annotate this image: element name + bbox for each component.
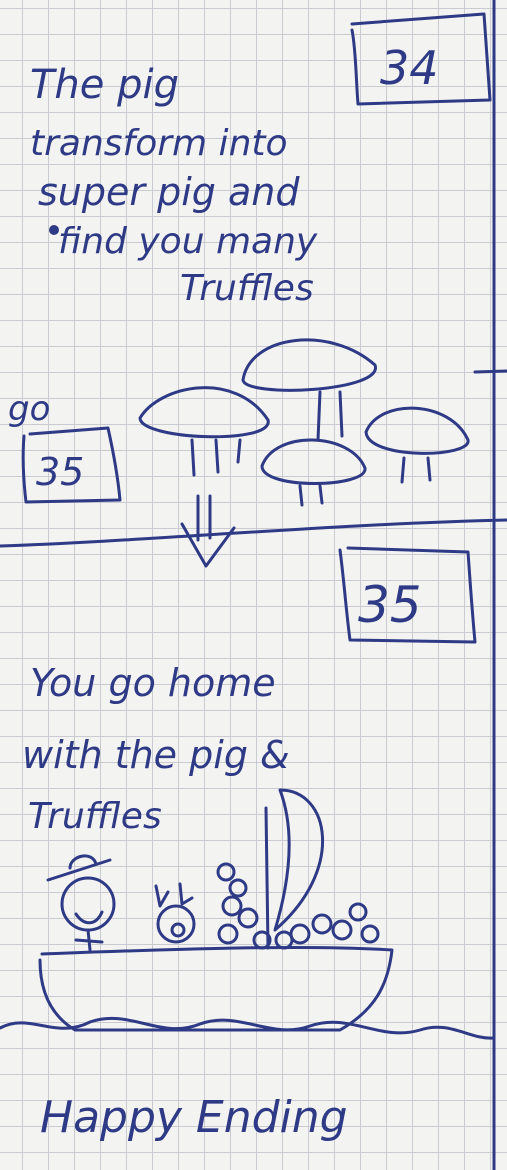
truffle-cap — [364, 406, 470, 455]
right-margin-line — [491, 0, 496, 1170]
water-wave — [0, 1016, 496, 1040]
page-number-34: 34 — [380, 41, 439, 95]
pig-snout — [170, 922, 186, 938]
page-number-box-34 — [350, 12, 492, 106]
down-arrow — [180, 494, 236, 568]
page-number-box-35 — [338, 546, 477, 644]
story-text-35-line3: Truffles — [28, 796, 162, 837]
goto-label: go — [8, 389, 50, 429]
goto-number-box — [21, 426, 122, 504]
story-text-35-line2: with the pig & — [22, 733, 290, 777]
truffle-cap — [138, 386, 270, 439]
story-text-34-line3: super pig and — [38, 170, 300, 214]
top-right-mark — [473, 369, 507, 374]
panel-divider — [0, 518, 507, 548]
boat-hull — [38, 945, 394, 1032]
goto-number: 35 — [36, 450, 84, 494]
truffle-cap — [241, 338, 377, 392]
ink-dot — [49, 225, 59, 235]
pig-ears — [154, 882, 194, 908]
boat-illustration — [38, 788, 394, 1032]
story-text-34-line1: The pig — [30, 62, 179, 108]
truffle-stem — [316, 390, 344, 442]
pig-face — [156, 904, 196, 944]
person-body — [74, 928, 104, 952]
story-text-34-line5: Truffles — [180, 268, 314, 309]
story-text-34-line2: transform into — [30, 123, 288, 164]
truffles-illustration — [138, 338, 470, 568]
ending-text: Happy Ending — [40, 1092, 348, 1143]
story-text-35-line1: You go home — [30, 661, 276, 705]
sail — [273, 788, 325, 932]
truffle-stem — [190, 438, 242, 477]
story-text-34-line4: find you many — [58, 221, 318, 262]
truffle-cap — [260, 438, 367, 485]
truffle-stem — [400, 456, 432, 484]
truffle-stem — [298, 484, 324, 507]
mast — [264, 806, 270, 950]
person-mouth — [74, 910, 104, 925]
page-number-35: 35 — [358, 576, 422, 634]
person-hat — [46, 854, 112, 882]
